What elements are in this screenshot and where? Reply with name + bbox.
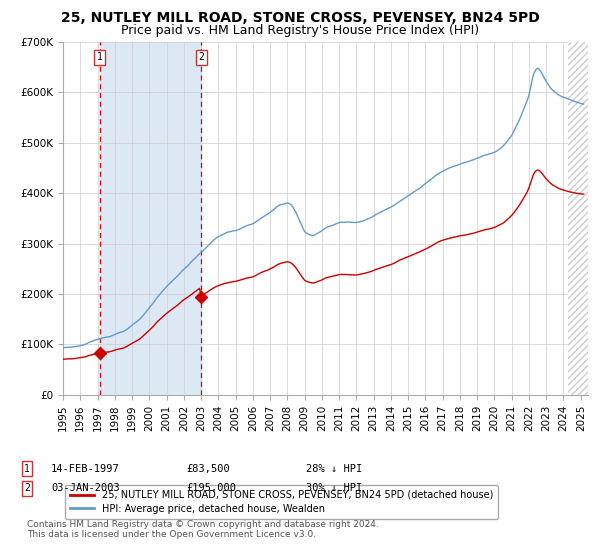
Text: 2: 2 — [24, 483, 30, 493]
Text: £83,500: £83,500 — [186, 464, 230, 474]
Text: 14-FEB-1997: 14-FEB-1997 — [51, 464, 120, 474]
Text: Contains HM Land Registry data © Crown copyright and database right 2024.
This d: Contains HM Land Registry data © Crown c… — [27, 520, 379, 539]
Text: 25, NUTLEY MILL ROAD, STONE CROSS, PEVENSEY, BN24 5PD: 25, NUTLEY MILL ROAD, STONE CROSS, PEVEN… — [61, 11, 539, 25]
Bar — [568, 42, 588, 395]
Text: 30% ↓ HPI: 30% ↓ HPI — [306, 483, 362, 493]
Text: 1: 1 — [97, 52, 103, 62]
Legend: 25, NUTLEY MILL ROAD, STONE CROSS, PEVENSEY, BN24 5PD (detached house), HPI: Ave: 25, NUTLEY MILL ROAD, STONE CROSS, PEVEN… — [65, 485, 499, 519]
Text: 28% ↓ HPI: 28% ↓ HPI — [306, 464, 362, 474]
Text: £195,000: £195,000 — [186, 483, 236, 493]
Text: 2: 2 — [199, 52, 204, 62]
Bar — [100, 42, 201, 395]
Text: 03-JAN-2003: 03-JAN-2003 — [51, 483, 120, 493]
Text: Price paid vs. HM Land Registry's House Price Index (HPI): Price paid vs. HM Land Registry's House … — [121, 24, 479, 36]
Text: 1: 1 — [24, 464, 30, 474]
